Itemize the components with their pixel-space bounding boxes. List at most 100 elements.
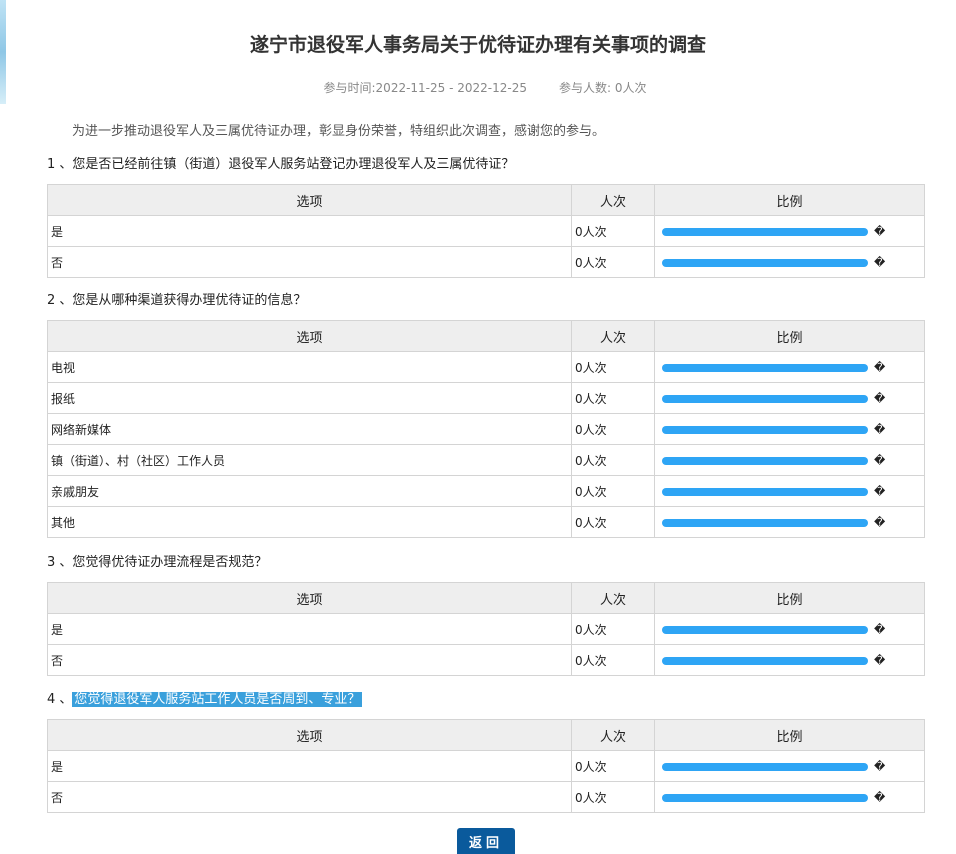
ratio-bar — [662, 487, 868, 496]
ratio-bar — [662, 793, 868, 802]
count-value: 0人次 — [571, 475, 655, 507]
table-row: 否 0人次 � — [47, 781, 925, 813]
ratio-bar — [662, 656, 868, 665]
results-table: 选项 人次 比例 电视 0人次 � 报纸 0人次 � 网络新媒体 0人次 � 镇（街道）、村（社区）工作… — [47, 320, 925, 538]
ratio-bar — [662, 394, 868, 403]
participant-count: 参与人数: 0人次 — [558, 81, 647, 95]
header-ratio: 比例 — [654, 184, 925, 216]
ratio-value: � — [874, 623, 886, 636]
table-row: 其他 0人次 � — [47, 506, 925, 538]
survey-meta: 参与时间:2022-11-25 - 2022-12-25 参与人数: 0人次 — [0, 79, 956, 96]
count-value: 0人次 — [571, 506, 655, 538]
option-label: 否 — [47, 246, 572, 278]
ratio-bar — [662, 625, 868, 634]
option-label: 是 — [47, 750, 572, 782]
back-button[interactable]: 返回 — [457, 828, 515, 854]
ratio-value: � — [874, 485, 886, 498]
ratio-cell: � — [654, 613, 925, 645]
option-label: 网络新媒体 — [47, 413, 572, 445]
option-label: 是 — [47, 613, 572, 645]
ratio-bar — [662, 258, 868, 267]
header-count: 人次 — [571, 184, 655, 216]
table-row: 是 0人次 � — [47, 613, 925, 645]
results-table: 选项 人次 比例是 0人次 � 否 0人次 � — [47, 719, 925, 813]
question-title: 4 、您觉得退役军人服务站工作人员是否周到、专业？ — [47, 691, 925, 709]
ratio-value: � — [874, 225, 886, 238]
table-row: 电视 0人次 � — [47, 351, 925, 383]
ratio-cell: � — [654, 506, 925, 538]
results-table: 选项 人次 比例是 0人次 � 否 0人次 � — [47, 582, 925, 676]
count-value: 0人次 — [571, 613, 655, 645]
count-value: 0人次 — [571, 444, 655, 476]
question-number: 3 、 — [47, 555, 73, 570]
header-count: 人次 — [571, 582, 655, 614]
option-label: 镇（街道）、村（社区）工作人员 — [47, 444, 572, 476]
count-value: 0人次 — [571, 644, 655, 676]
option-label: 其他 — [47, 506, 572, 538]
header-ratio: 比例 — [654, 320, 925, 352]
ratio-value: � — [874, 392, 886, 405]
ratio-cell: � — [654, 781, 925, 813]
count-value: 0人次 — [571, 413, 655, 445]
question-number: 2 、 — [47, 293, 73, 308]
header-option: 选项 — [47, 582, 572, 614]
header-option: 选项 — [47, 719, 572, 751]
question-text: 您是否已经前往镇（街道）退役军人服务站登记办理退役军人及三属优待证？ — [72, 157, 515, 172]
ratio-cell: � — [654, 750, 925, 782]
results-table: 选项 人次 比例是 0人次 � 否 0人次 � — [47, 184, 925, 278]
count-value: 0人次 — [571, 382, 655, 414]
option-label: 是 — [47, 215, 572, 247]
question-number: 4 、 — [47, 692, 73, 707]
header-ratio: 比例 — [654, 719, 925, 751]
option-label: 否 — [47, 644, 572, 676]
table-header: 选项 人次 比例 — [47, 719, 925, 751]
ratio-value: � — [874, 454, 886, 467]
option-label: 报纸 — [47, 382, 572, 414]
header-count: 人次 — [571, 719, 655, 751]
ratio-bar — [662, 456, 868, 465]
ratio-bar — [662, 425, 868, 434]
ratio-value: � — [874, 654, 886, 667]
table-header: 选项 人次 比例 — [47, 320, 925, 352]
count-value: 0人次 — [571, 351, 655, 383]
count-value: 0人次 — [571, 246, 655, 278]
ratio-cell: � — [654, 444, 925, 476]
question-text: 您觉得退役军人服务站工作人员是否周到、专业？ — [72, 692, 363, 707]
ratio-value: � — [874, 791, 886, 804]
count-value: 0人次 — [571, 781, 655, 813]
survey-time: 参与时间:2022-11-25 - 2022-12-25 — [323, 81, 527, 95]
ratio-cell: � — [654, 413, 925, 445]
table-row: 网络新媒体 0人次 � — [47, 413, 925, 445]
question-block: 4 、您觉得退役军人服务站工作人员是否周到、专业？ 选项 人次 比例是 0人次 � 否 0人… — [47, 691, 925, 813]
background-decoration — [0, 0, 6, 104]
table-header: 选项 人次 比例 — [47, 184, 925, 216]
question-number: 1 、 — [47, 157, 73, 172]
option-label: 电视 — [47, 351, 572, 383]
table-row: 是 0人次 � — [47, 215, 925, 247]
count-value: 0人次 — [571, 215, 655, 247]
table-row: 否 0人次 � — [47, 644, 925, 676]
ratio-cell: � — [654, 215, 925, 247]
ratio-value: � — [874, 256, 886, 269]
ratio-bar — [662, 518, 868, 527]
question-text: 您是从哪种渠道获得办理优待证的信息？ — [72, 293, 307, 308]
option-label: 否 — [47, 781, 572, 813]
option-label: 亲戚朋友 — [47, 475, 572, 507]
ratio-bar — [662, 363, 868, 372]
question-block: 2 、您是从哪种渠道获得办理优待证的信息？ 选项 人次 比例 电视 0人次 � 报纸 0人次 �… — [47, 292, 925, 538]
table-row: 亲戚朋友 0人次 � — [47, 475, 925, 507]
ratio-cell: � — [654, 382, 925, 414]
question-text: 您觉得优待证办理流程是否规范？ — [72, 555, 268, 570]
table-row: 否 0人次 � — [47, 246, 925, 278]
ratio-cell: � — [654, 644, 925, 676]
table-row: 镇（街道）、村（社区）工作人员 0人次 � — [47, 444, 925, 476]
ratio-bar — [662, 227, 868, 236]
question-block: 3 、您觉得优待证办理流程是否规范？ 选项 人次 比例是 0人次 � 否 0人次 � — [47, 554, 925, 676]
ratio-cell: � — [654, 246, 925, 278]
table-header: 选项 人次 比例 — [47, 582, 925, 614]
question-title: 1 、您是否已经前往镇（街道）退役军人服务站登记办理退役军人及三属优待证？ — [47, 156, 925, 174]
ratio-value: � — [874, 423, 886, 436]
header-count: 人次 — [571, 320, 655, 352]
question-title: 2 、您是从哪种渠道获得办理优待证的信息？ — [47, 292, 925, 310]
header-option: 选项 — [47, 184, 572, 216]
